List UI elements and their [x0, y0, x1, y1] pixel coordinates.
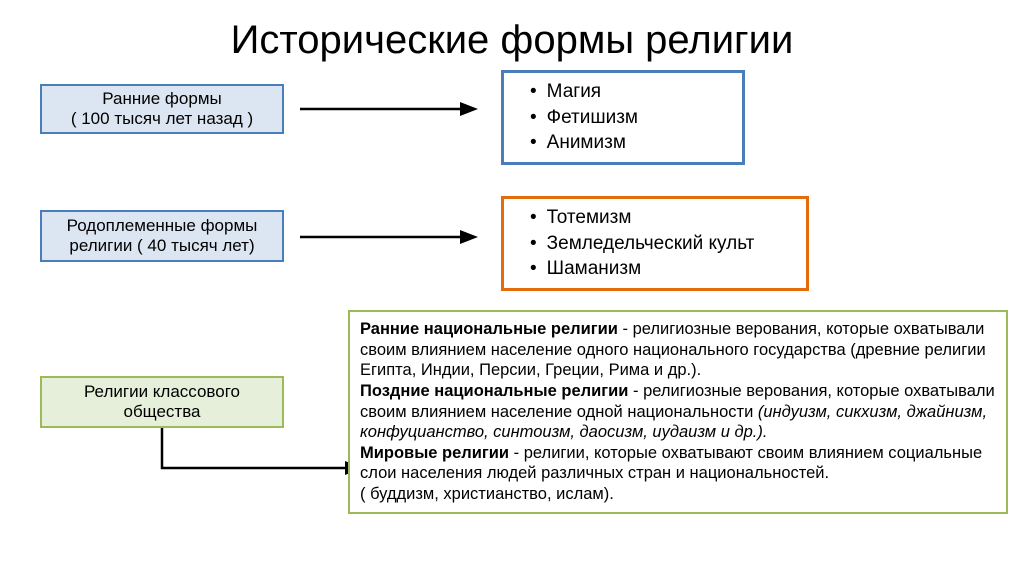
list-item: Магия: [530, 79, 730, 105]
list-item: Шаманизм: [530, 256, 794, 282]
list-item: Фетишизм: [530, 105, 730, 131]
page-title: Исторические формы религии: [0, 0, 1024, 73]
box-class-line1: Религии классового: [84, 382, 240, 402]
box-class-society: Религии классового общества: [40, 376, 284, 428]
box-class-line2: общества: [123, 402, 200, 422]
arrow-tribal: [300, 224, 480, 254]
def-world: Мировые религии - религии, которые охват…: [360, 443, 996, 484]
box-tribal-line1: Родоплеменные формы: [67, 216, 258, 236]
list-early: Магия Фетишизм Анимизм: [501, 70, 745, 165]
box-tribal-line2: религии ( 40 тысяч лет): [69, 236, 254, 256]
def-term: Поздние национальные религии: [360, 382, 628, 400]
box-tribal-forms: Родоплеменные формы религии ( 40 тысяч л…: [40, 210, 284, 262]
def-term: Ранние национальные религии: [360, 320, 618, 338]
list-item: Анимизм: [530, 130, 730, 156]
arrow-class-society: [150, 428, 370, 498]
definitions-box: Ранние национальные религии - религиозны…: [348, 310, 1008, 514]
def-national-early: Ранние национальные религии - религиозны…: [360, 319, 996, 381]
list-tribal: Тотемизм Земледельческий культ Шаманизм: [501, 196, 809, 291]
list-item: Тотемизм: [530, 205, 794, 231]
def-national-late: Поздние национальные религии - религиозн…: [360, 381, 996, 443]
def-term: Мировые религии: [360, 444, 509, 462]
box-early-forms: Ранние формы ( 100 тысяч лет назад ): [40, 84, 284, 134]
arrow-early: [300, 96, 480, 126]
list-item: Земледельческий культ: [530, 231, 794, 257]
box-early-line2: ( 100 тысяч лет назад ): [71, 109, 253, 129]
def-world-examples: ( буддизм, христианство, ислам).: [360, 484, 996, 505]
box-early-line1: Ранние формы: [102, 89, 221, 109]
